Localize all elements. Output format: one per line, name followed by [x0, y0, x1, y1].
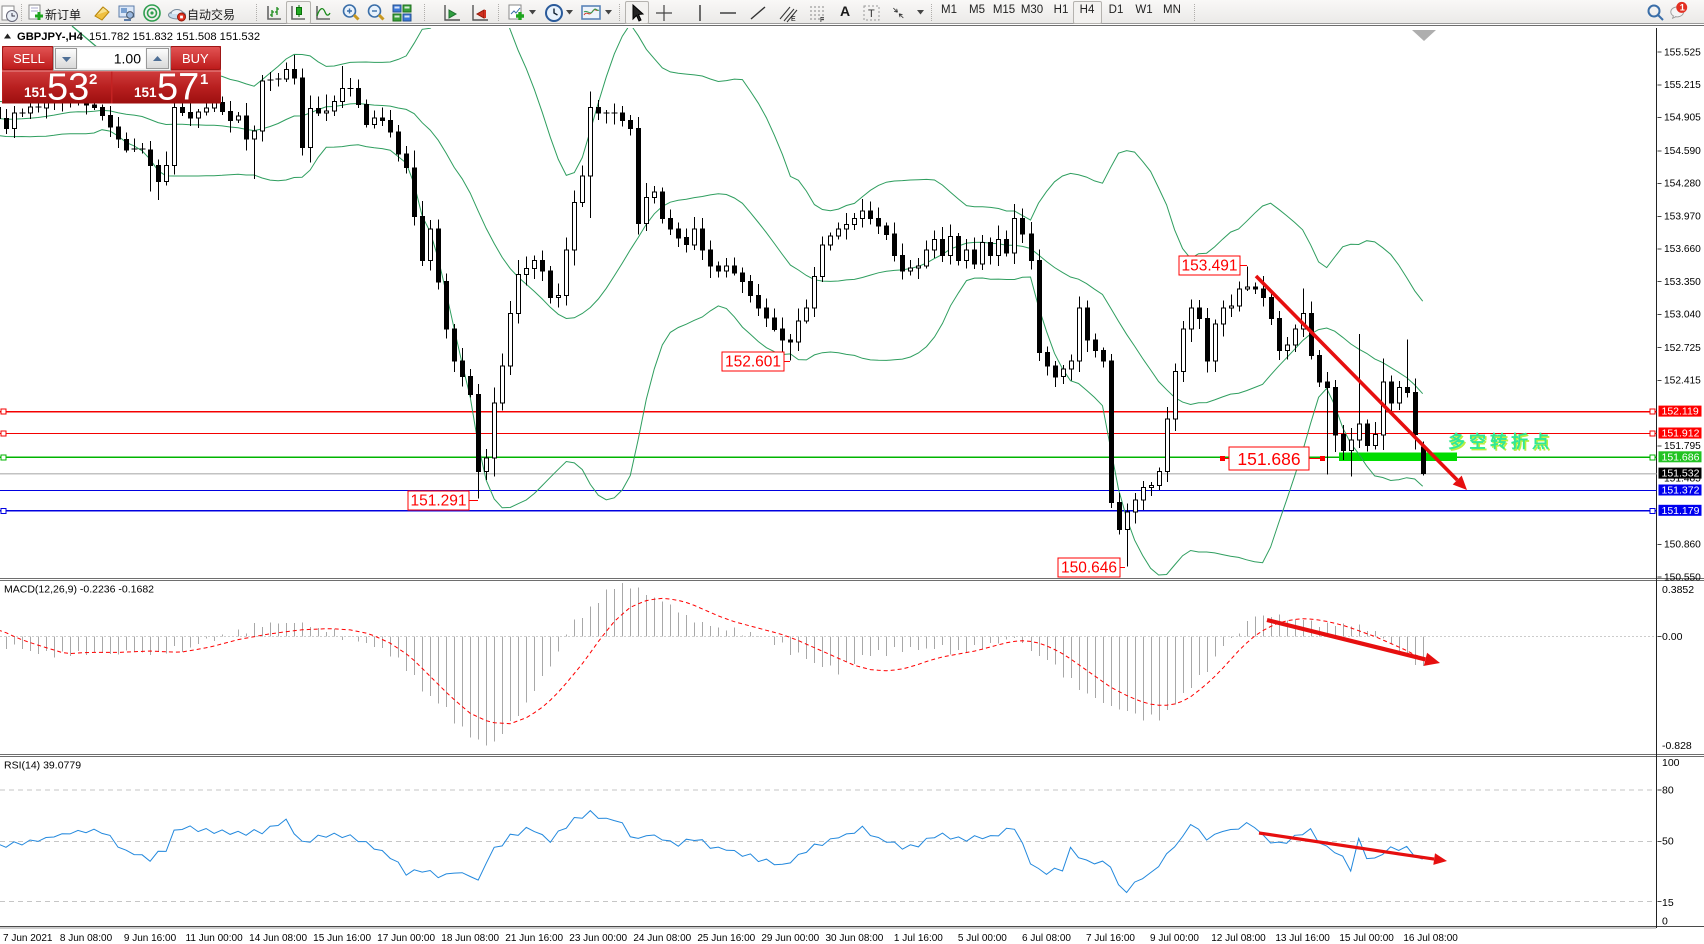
svg-text:SELL: SELL [13, 51, 45, 66]
svg-text:多空转折点: 多空转折点 [1450, 433, 1555, 453]
svg-text:153.040: 153.040 [1664, 310, 1701, 321]
svg-text:13 Jul 16:00: 13 Jul 16:00 [1275, 933, 1330, 944]
svg-text:18 Jun 08:00: 18 Jun 08:00 [441, 933, 499, 944]
svg-text:0: 0 [1662, 916, 1668, 928]
svg-text:80: 80 [1662, 785, 1674, 797]
svg-text:152.725: 152.725 [1664, 343, 1701, 354]
svg-text:151.912: 151.912 [1662, 428, 1700, 440]
svg-text:151.782 151.832 151.508 151.53: 151.782 151.832 151.508 151.532 [89, 31, 260, 43]
svg-text:T: T [868, 8, 875, 20]
svg-text:29 Jun 00:00: 29 Jun 00:00 [761, 933, 819, 944]
svg-text:1: 1 [1680, 3, 1685, 13]
svg-text:23 Jun 00:00: 23 Jun 00:00 [569, 933, 627, 944]
svg-text:151.532: 151.532 [1662, 468, 1700, 480]
svg-text:151.686: 151.686 [1662, 451, 1700, 463]
svg-text:5 Jul 00:00: 5 Jul 00:00 [958, 933, 1007, 944]
svg-text:24 Jun 08:00: 24 Jun 08:00 [633, 933, 691, 944]
svg-text:151.686: 151.686 [1237, 449, 1300, 469]
svg-text:50: 50 [1662, 836, 1674, 848]
svg-text:17 Jun 00:00: 17 Jun 00:00 [377, 933, 435, 944]
svg-text:150.550: 150.550 [1664, 572, 1701, 583]
svg-text:多空转折点: 多空转折点 [1448, 432, 1553, 452]
svg-text:153.350: 153.350 [1664, 277, 1701, 288]
svg-text:152.119: 152.119 [1662, 406, 1699, 418]
svg-text:150.860: 150.860 [1664, 540, 1701, 551]
svg-text:GBPJPY-,H4: GBPJPY-,H4 [17, 31, 84, 43]
svg-text:154.905: 154.905 [1664, 113, 1701, 124]
svg-text:1: 1 [200, 71, 208, 88]
svg-text:151.795: 151.795 [1664, 441, 1701, 452]
svg-text:153.491: 153.491 [1181, 258, 1237, 275]
svg-text:155.525: 155.525 [1664, 47, 1701, 58]
svg-text:53: 53 [47, 67, 89, 109]
svg-text:153.970: 153.970 [1664, 211, 1701, 222]
svg-text:BUY: BUY [182, 51, 209, 66]
svg-text:F: F [820, 17, 824, 23]
svg-text:1.00: 1.00 [114, 51, 141, 67]
svg-text:7 Jul 16:00: 7 Jul 16:00 [1086, 933, 1135, 944]
svg-text:151: 151 [24, 85, 47, 100]
svg-text:12 Jul 08:00: 12 Jul 08:00 [1211, 933, 1266, 944]
svg-text:RSI(14) 39.0779: RSI(14) 39.0779 [4, 760, 81, 772]
svg-text:154.590: 154.590 [1664, 146, 1701, 157]
svg-text:151.485: 151.485 [1664, 474, 1701, 485]
svg-text:-0.828: -0.828 [1662, 740, 1692, 752]
svg-text:25 Jun 16:00: 25 Jun 16:00 [697, 933, 755, 944]
svg-text:154.280: 154.280 [1664, 179, 1701, 190]
svg-text:152.415: 152.415 [1664, 376, 1701, 387]
svg-text:57: 57 [157, 67, 199, 109]
svg-text:15 Jul 00:00: 15 Jul 00:00 [1339, 933, 1394, 944]
svg-text:16 Jul 08:00: 16 Jul 08:00 [1403, 933, 1458, 944]
svg-text:150.646: 150.646 [1061, 560, 1117, 577]
svg-text:E: E [791, 16, 796, 23]
svg-text:6 Jul 08:00: 6 Jul 08:00 [1022, 933, 1071, 944]
svg-text:2: 2 [89, 71, 97, 88]
svg-text:0.00: 0.00 [1662, 631, 1683, 643]
svg-text:MACD(12,26,9) -0.2236 -0.1682: MACD(12,26,9) -0.2236 -0.1682 [4, 584, 154, 596]
svg-text:8 Jun 08:00: 8 Jun 08:00 [60, 933, 113, 944]
svg-text:1 Jul 16:00: 1 Jul 16:00 [894, 933, 943, 944]
svg-text:11 Jun 00:00: 11 Jun 00:00 [186, 933, 244, 944]
svg-text:21 Jun 16:00: 21 Jun 16:00 [505, 933, 563, 944]
svg-text:100: 100 [1662, 757, 1680, 769]
svg-text:15: 15 [1662, 897, 1674, 909]
svg-text:155.215: 155.215 [1664, 80, 1701, 91]
svg-text:7 Jun 2021: 7 Jun 2021 [3, 933, 53, 944]
svg-text:151.179: 151.179 [1662, 505, 1700, 517]
svg-text:15 Jun 16:00: 15 Jun 16:00 [313, 933, 371, 944]
svg-text:0.3852: 0.3852 [1662, 584, 1694, 596]
svg-text:9 Jun 16:00: 9 Jun 16:00 [124, 933, 177, 944]
svg-text:9 Jul 00:00: 9 Jul 00:00 [1150, 933, 1199, 944]
svg-text:30 Jun 08:00: 30 Jun 08:00 [825, 933, 883, 944]
svg-text:14 Jun 08:00: 14 Jun 08:00 [249, 933, 307, 944]
svg-text:152.601: 152.601 [725, 354, 781, 371]
svg-text:151.372: 151.372 [1662, 485, 1700, 497]
svg-text:153.660: 153.660 [1664, 244, 1701, 255]
svg-text:151.291: 151.291 [410, 493, 466, 510]
svg-text:151: 151 [134, 85, 157, 100]
